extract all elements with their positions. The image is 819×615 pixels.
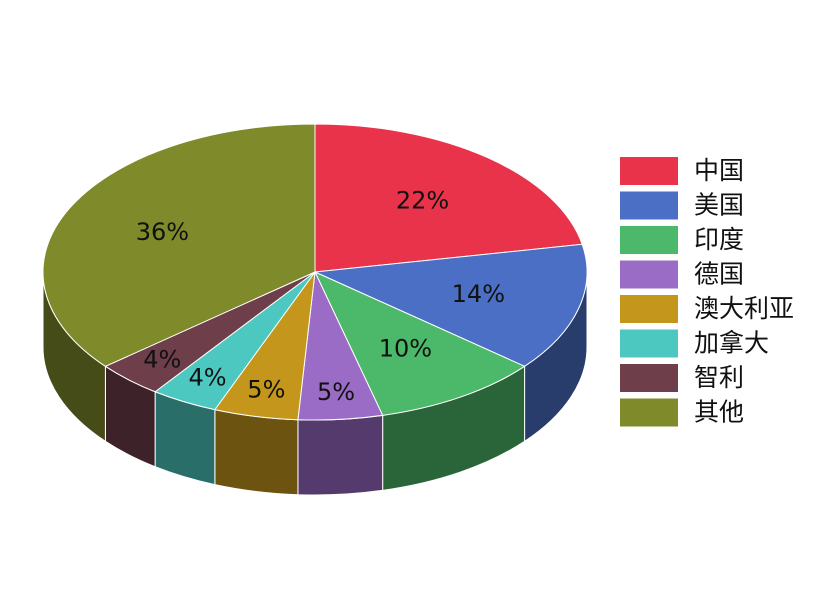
legend-swatch bbox=[620, 157, 678, 185]
slice-side bbox=[297, 414, 384, 496]
slice bbox=[42, 123, 316, 367]
data-label: 5% bbox=[317, 378, 355, 406]
data-label: 10% bbox=[379, 334, 432, 362]
legend-swatch bbox=[620, 398, 678, 427]
legend-label: 中国 bbox=[694, 156, 744, 185]
legend-label: 德国 bbox=[694, 260, 744, 289]
legend-swatch bbox=[620, 364, 678, 392]
slice bbox=[313, 270, 526, 416]
slice-side bbox=[214, 408, 299, 496]
legend-label: 其他 bbox=[694, 398, 744, 427]
legend-label: 澳大利亚 bbox=[694, 294, 794, 323]
legend-label: 印度 bbox=[694, 225, 744, 254]
legend-label: 加拿大 bbox=[694, 329, 769, 358]
data-label: 4% bbox=[189, 363, 227, 391]
legend-swatch bbox=[620, 329, 678, 358]
legend-label: 美国 bbox=[694, 191, 744, 220]
legend-swatch bbox=[620, 260, 678, 289]
data-label: 14% bbox=[452, 280, 505, 308]
slice bbox=[314, 123, 583, 273]
legend-swatch bbox=[620, 226, 678, 254]
data-label: 4% bbox=[143, 345, 181, 373]
data-label: 5% bbox=[247, 375, 285, 403]
legend-swatch bbox=[620, 191, 678, 220]
data-label: 36% bbox=[136, 218, 189, 246]
legend-label: 智利 bbox=[694, 363, 744, 392]
legend-swatch bbox=[620, 295, 678, 323]
data-label: 22% bbox=[396, 186, 449, 214]
slice bbox=[313, 243, 588, 367]
